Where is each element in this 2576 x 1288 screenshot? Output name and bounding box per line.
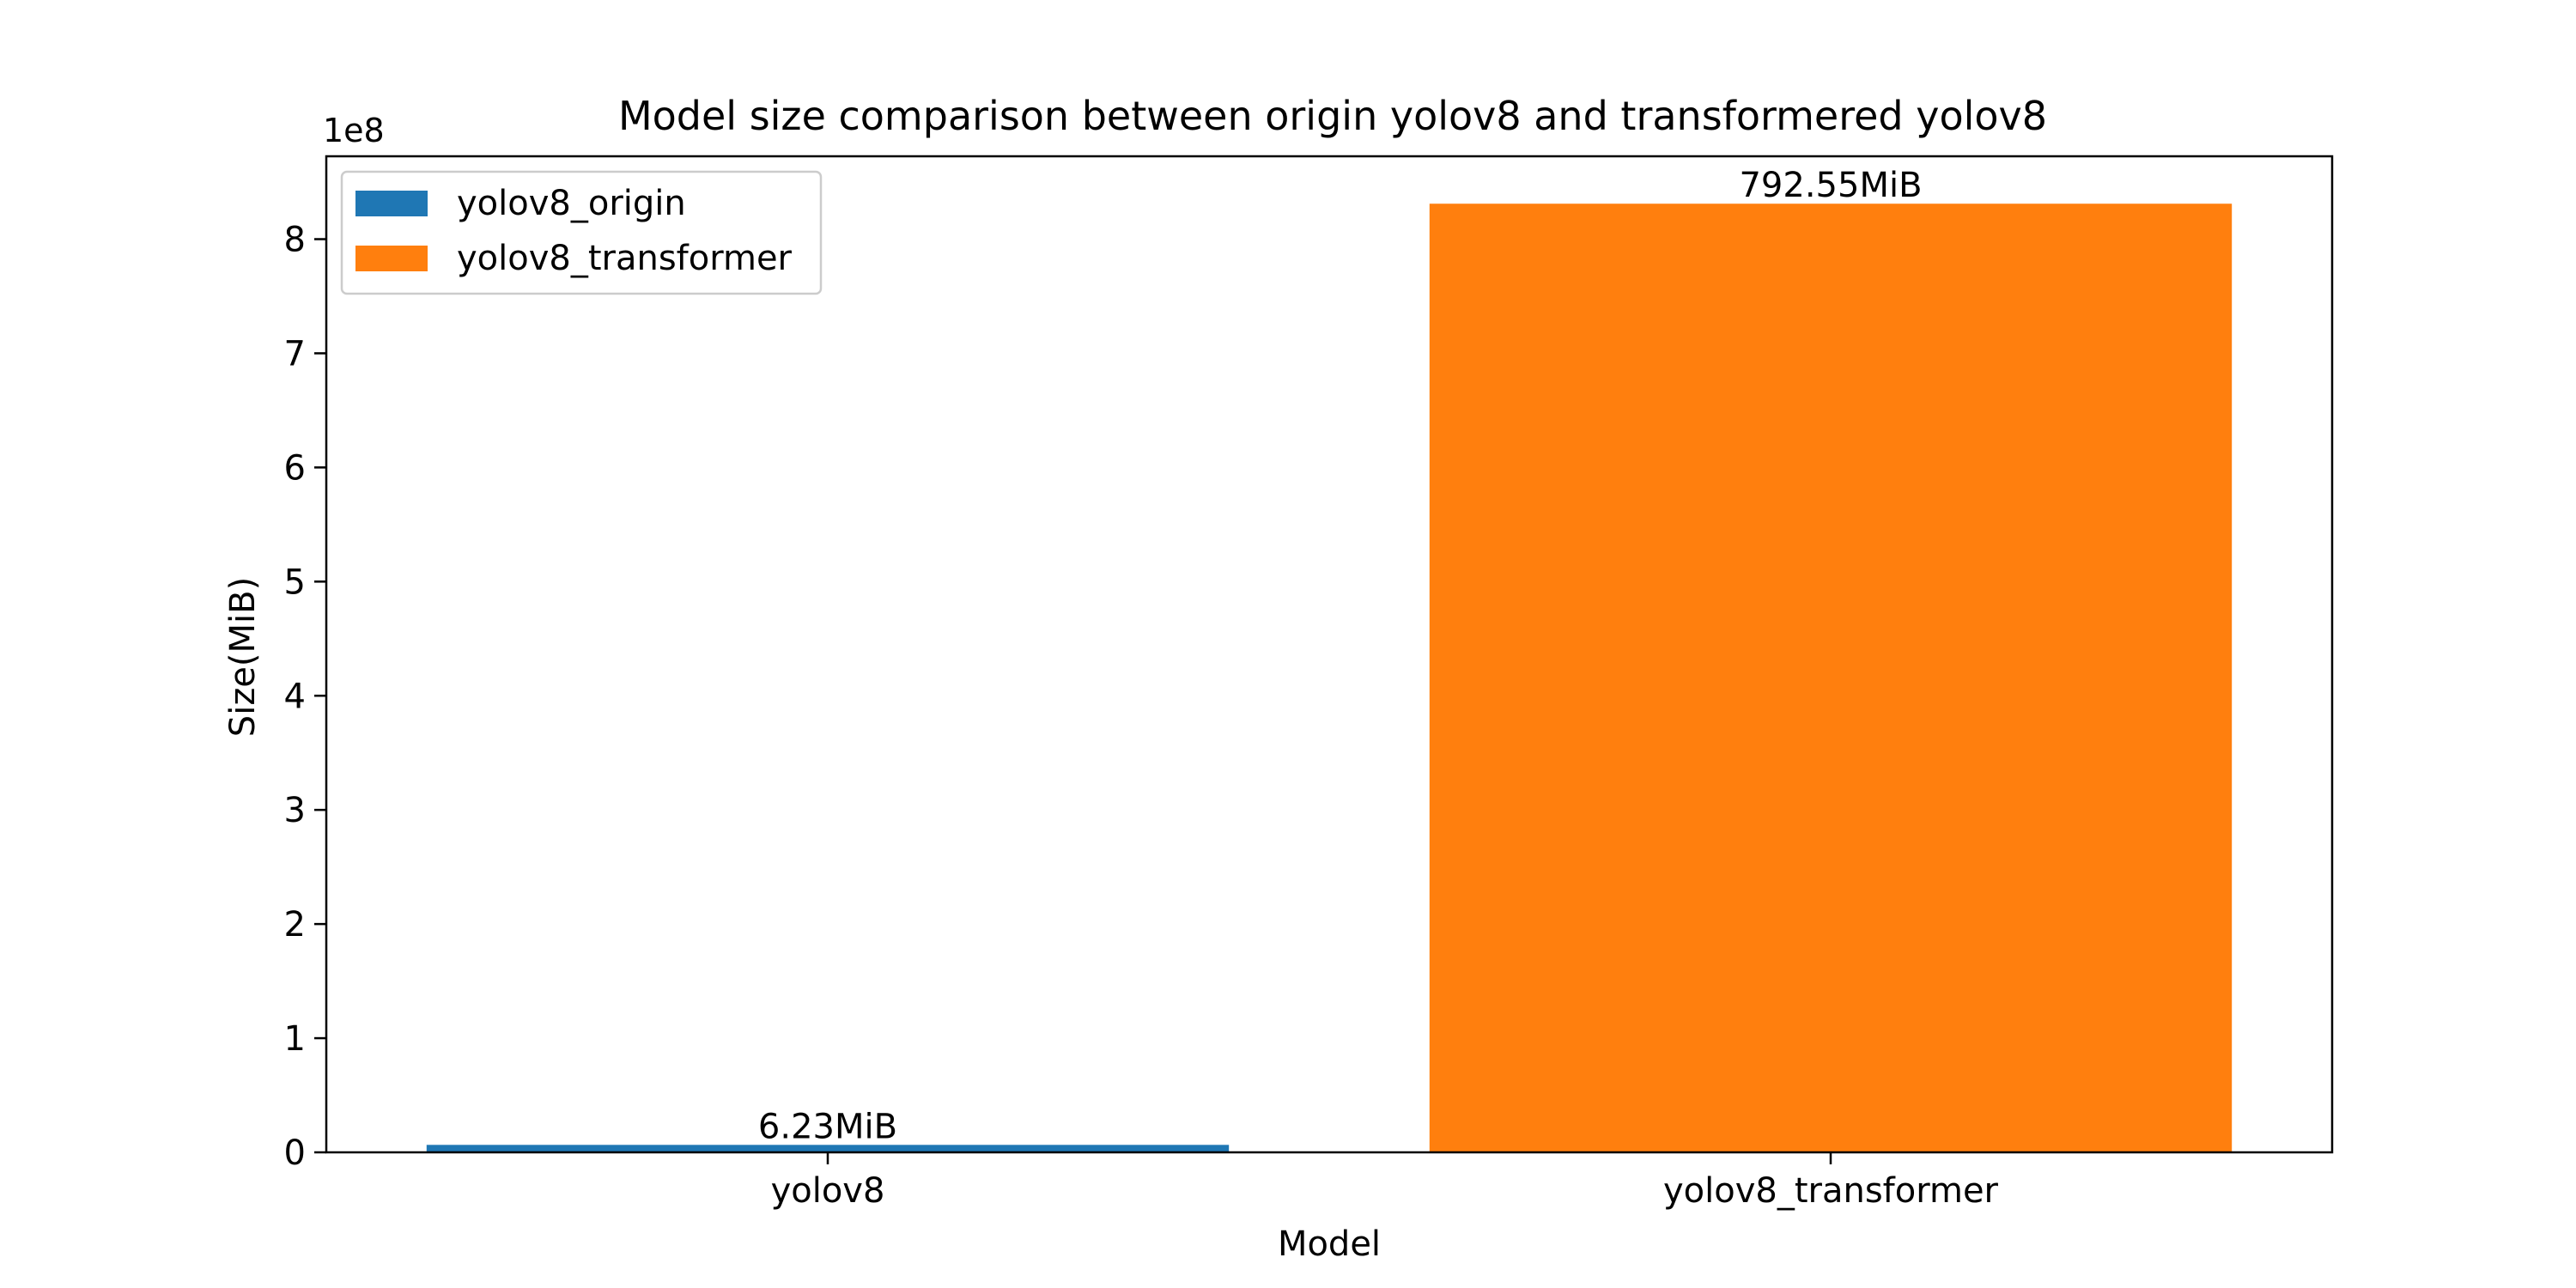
legend-label-yolov8-transformer: yolov8_transformer	[457, 239, 793, 278]
y-tick-label: 5	[284, 562, 306, 602]
bar-value-label-yolov8: 6.23MiB	[758, 1107, 897, 1146]
y-tick-label: 4	[284, 677, 306, 716]
legend: yolov8_origin yolov8_transformer	[340, 170, 823, 295]
legend-swatch-yolov8-transformer	[355, 246, 428, 271]
y-tick-label: 0	[284, 1133, 306, 1173]
y-tick-label: 7	[284, 334, 306, 374]
legend-swatch-yolov8-origin	[355, 191, 428, 216]
plot-frame	[325, 155, 2334, 1154]
bar-yolov8	[426, 1145, 1230, 1152]
y-tick-label: 2	[284, 905, 306, 945]
y-axis-label: Size(MiB)	[223, 577, 263, 737]
x-tick-label: yolov8_transformer	[1663, 1171, 1999, 1211]
y-tick-label: 6	[284, 448, 306, 488]
x-tick-label: yolov8	[771, 1171, 885, 1211]
y-tick-label: 3	[284, 791, 306, 830]
legend-label-yolov8-origin: yolov8_origin	[457, 184, 686, 223]
legend-frame	[340, 170, 823, 295]
bar-labels-group: 6.23MiB 792.55MiB	[758, 166, 1923, 1146]
bar-yolov8-transformer	[1429, 204, 2233, 1153]
y-tick-label: 1	[284, 1019, 306, 1059]
y-axis-ticks: 0 1 2 3 4 5 6 7 8	[284, 221, 326, 1173]
y-axis-scale-label: 1e8	[323, 112, 385, 149]
chart-title: Model size comparison between origin yol…	[618, 93, 2047, 139]
x-axis-ticks: yolov8 yolov8_transformer	[771, 1152, 1999, 1211]
x-axis-label: Model	[1278, 1224, 1381, 1264]
bars-group	[426, 204, 2233, 1153]
y-tick-label: 8	[284, 221, 306, 260]
bar-value-label-yolov8-transformer: 792.55MiB	[1739, 166, 1922, 205]
